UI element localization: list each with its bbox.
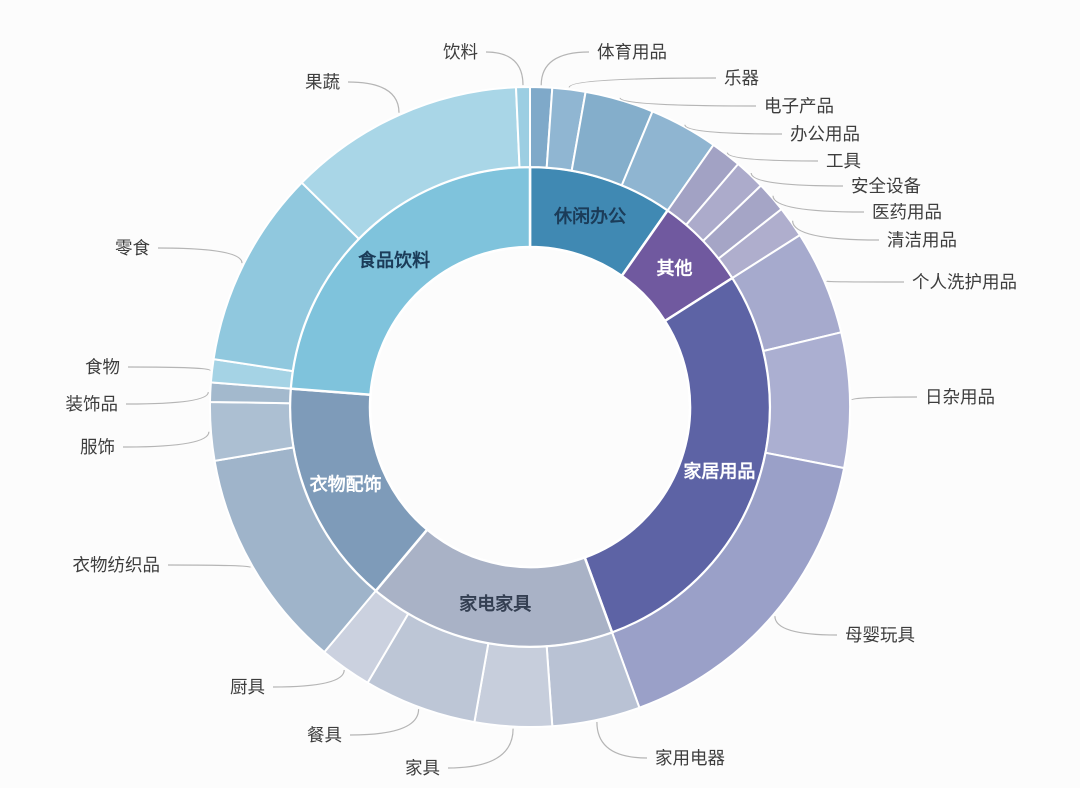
label-category-家电家具: 家电家具 <box>459 593 531 614</box>
leader-line-厨具 <box>272 669 345 688</box>
leader-line-工具 <box>726 152 819 162</box>
label-category-休闲办公: 休闲办公 <box>553 205 626 226</box>
label-category-家居用品: 家居用品 <box>683 460 755 481</box>
label-category-其他: 其他 <box>657 258 693 279</box>
label-乐器: 乐器 <box>724 68 759 88</box>
label-日杂用品: 日杂用品 <box>925 387 995 407</box>
leader-line-乐器 <box>568 77 717 88</box>
label-安全设备: 安全设备 <box>851 176 921 196</box>
label-家具: 家具 <box>405 758 440 778</box>
label-服饰: 服饰 <box>80 437 115 457</box>
leader-line-办公用品 <box>684 124 783 135</box>
leader-line-母婴玩具 <box>774 616 838 636</box>
leader-line-日杂用品 <box>851 396 918 401</box>
leader-line-安全设备 <box>750 172 844 187</box>
segment-outer-日杂用品[interactable] <box>762 331 851 470</box>
leader-line-体育用品 <box>540 51 590 86</box>
leader-line-零食 <box>157 247 243 264</box>
label-食物: 食物 <box>85 357 120 377</box>
label-个人洗护用品: 个人洗护用品 <box>912 272 1017 292</box>
label-餐具: 餐具 <box>307 725 342 745</box>
leader-line-食物 <box>127 366 211 372</box>
leader-line-饮料 <box>485 51 524 86</box>
leader-line-服饰 <box>122 431 210 448</box>
leader-line-家用电器 <box>596 721 648 759</box>
leader-line-衣物纺织品 <box>167 564 252 568</box>
label-清洁用品: 清洁用品 <box>887 230 957 250</box>
leader-line-电子产品 <box>619 97 757 107</box>
leader-line-医药用品 <box>772 195 865 213</box>
label-电子产品: 电子产品 <box>764 96 834 116</box>
label-衣物纺织品: 衣物纺织品 <box>73 555 161 575</box>
leader-line-果蔬 <box>347 81 400 113</box>
label-零食: 零食 <box>115 238 150 258</box>
label-装饰品: 装饰品 <box>66 394 119 414</box>
segment-outer-饮料[interactable] <box>514 85 531 169</box>
label-家用电器: 家用电器 <box>655 748 725 768</box>
label-体育用品: 体育用品 <box>597 42 667 62</box>
label-办公用品: 办公用品 <box>790 124 860 144</box>
leader-line-个人洗护用品 <box>825 280 905 283</box>
label-果蔬: 果蔬 <box>305 72 340 92</box>
label-category-衣物配饰: 衣物配饰 <box>310 474 382 495</box>
leader-line-装饰品 <box>125 391 209 405</box>
label-category-食品饮料: 食品饮料 <box>357 249 430 270</box>
label-工具: 工具 <box>826 151 861 171</box>
label-医药用品: 医药用品 <box>872 202 942 222</box>
leader-line-清洁用品 <box>792 220 880 241</box>
label-厨具: 厨具 <box>230 677 265 697</box>
leader-line-餐具 <box>349 709 420 736</box>
label-饮料: 饮料 <box>443 42 478 62</box>
leader-line-家具 <box>447 728 514 769</box>
label-母婴玩具: 母婴玩具 <box>845 625 915 645</box>
